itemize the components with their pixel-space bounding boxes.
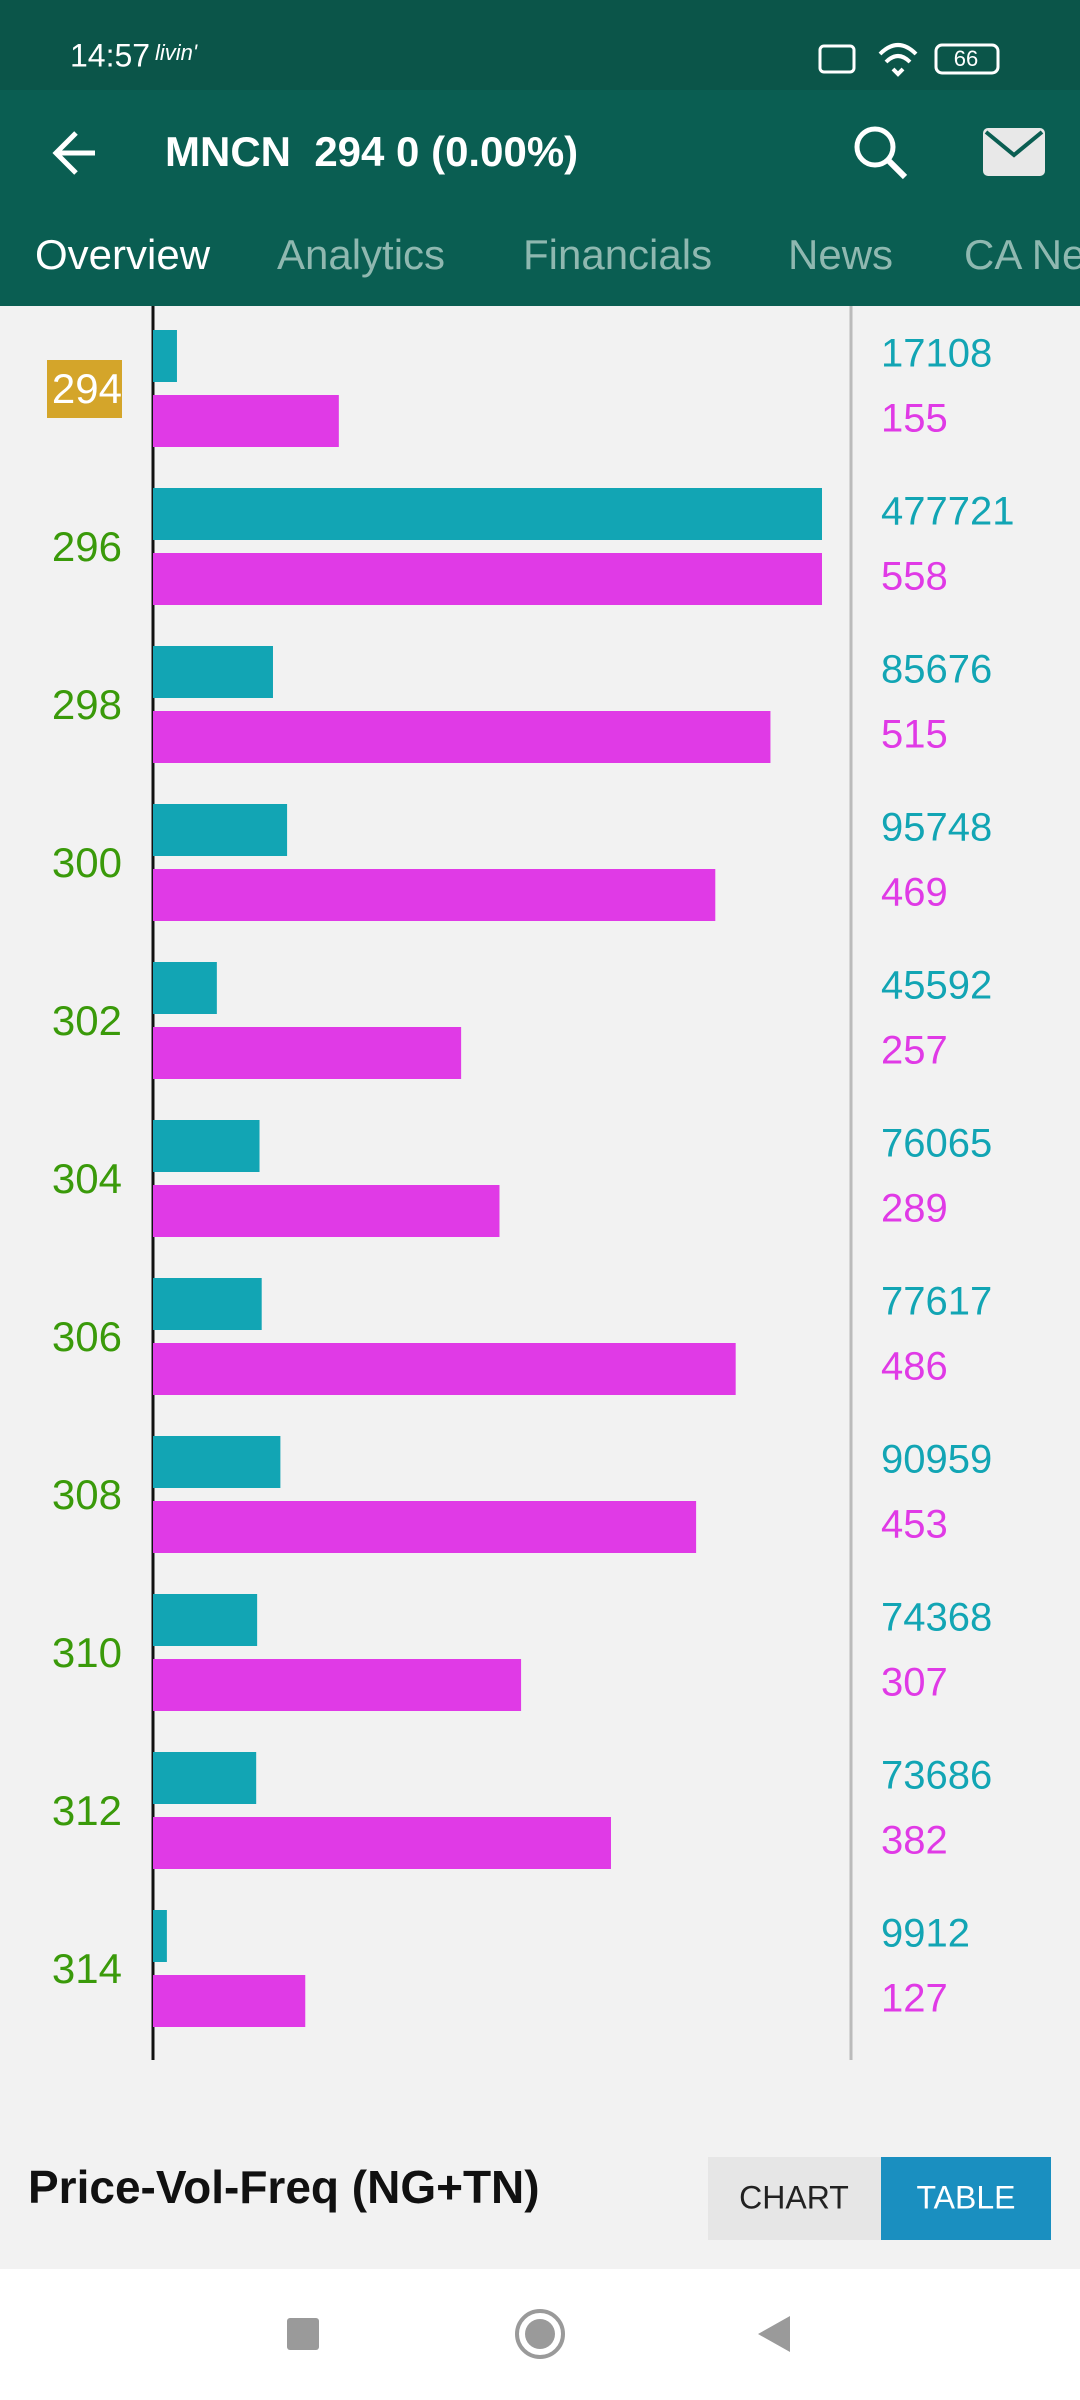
category-label: 296 [52, 523, 122, 570]
bar [153, 1910, 167, 1962]
value-label: 73686 [881, 1754, 992, 1798]
chart: 294 17108 155 296 477721 558 298 85676 515 300 957… [0, 306, 1080, 2060]
value-label: 515 [881, 713, 948, 757]
value-label: 95748 [881, 806, 992, 850]
sim-icon [818, 44, 856, 74]
bar [153, 395, 339, 447]
back-nav-button[interactable] [758, 2316, 790, 2352]
value-label: 90959 [881, 1438, 992, 1482]
tab[interactable]: Overview [35, 231, 211, 278]
category-label: 306 [52, 1313, 122, 1360]
bar [153, 869, 716, 921]
value-label: 469 [881, 871, 948, 915]
bar [153, 1501, 697, 1553]
chart-button-label: CHART [739, 2179, 849, 2215]
bar [153, 1817, 611, 1869]
bar [153, 804, 288, 856]
value-label: 382 [881, 1819, 948, 1863]
category-label: 304 [52, 1155, 122, 1202]
battery-level: 66 [954, 46, 978, 71]
bar [153, 1752, 257, 1804]
category-label: 298 [52, 681, 122, 728]
value-label: 17108 [881, 332, 992, 376]
tab[interactable]: Analytics [277, 231, 445, 278]
value-label: 558 [881, 555, 948, 599]
category-label: 302 [52, 997, 122, 1044]
value-label: 453 [881, 1503, 948, 1547]
clock: 14:57 [70, 37, 150, 73]
table-button-label: TABLE [917, 2179, 1016, 2215]
value-label: 477721 [881, 490, 1014, 534]
bar [153, 1594, 258, 1646]
bar [153, 1120, 260, 1172]
value-label: 486 [881, 1345, 948, 1389]
bar [153, 1185, 500, 1237]
tab-bar: Overview Analytics Financials News CA News [35, 231, 1080, 278]
value-label: 76065 [881, 1122, 992, 1166]
category-label: 310 [52, 1629, 122, 1676]
battery-icon [934, 43, 1000, 75]
tab[interactable]: Financials [523, 231, 712, 278]
bar [153, 1027, 462, 1079]
value-label: 77617 [881, 1280, 992, 1324]
bar [153, 646, 273, 698]
search-button[interactable] [854, 126, 908, 180]
value-label: 45592 [881, 964, 992, 1008]
value-label: 289 [881, 1187, 948, 1231]
value-label: 74368 [881, 1596, 992, 1640]
bar [153, 711, 771, 763]
chart-button[interactable] [708, 2157, 881, 2240]
tab[interactable]: CA News [964, 231, 1080, 278]
category-label: 294 [52, 365, 122, 412]
value-label: 257 [881, 1029, 948, 1073]
category-label: 314 [52, 1945, 122, 1992]
bar [153, 488, 822, 540]
app-bar [0, 90, 1080, 306]
footer-title: Price-Vol-Freq (NG+TN) [28, 2161, 540, 2213]
category-label: 308 [52, 1471, 122, 1518]
value-label: 307 [881, 1661, 948, 1705]
bar [153, 962, 217, 1014]
value-label: 155 [881, 397, 948, 441]
back-button[interactable] [52, 131, 95, 175]
bar [153, 1436, 281, 1488]
wifi-icon [878, 43, 918, 77]
bar [153, 1659, 522, 1711]
tab[interactable]: News [788, 231, 893, 278]
bar [153, 330, 177, 382]
bar [153, 553, 822, 605]
home-button[interactable] [515, 2309, 565, 2359]
bar [153, 1278, 262, 1330]
app-title: MNCN 294 0 (0.00%) [165, 128, 578, 175]
value-label: 85676 [881, 648, 992, 692]
bar [153, 1975, 306, 2027]
category-label: 300 [52, 839, 122, 886]
value-label: 9912 [881, 1912, 970, 1956]
bar [153, 1343, 736, 1395]
recents-button[interactable] [287, 2318, 319, 2350]
table-button[interactable] [881, 2157, 1051, 2240]
brand: livin' [155, 40, 198, 65]
category-label: 312 [52, 1787, 122, 1834]
mail-button[interactable] [983, 128, 1045, 176]
value-label: 127 [881, 1977, 948, 2021]
highlight [47, 360, 122, 418]
